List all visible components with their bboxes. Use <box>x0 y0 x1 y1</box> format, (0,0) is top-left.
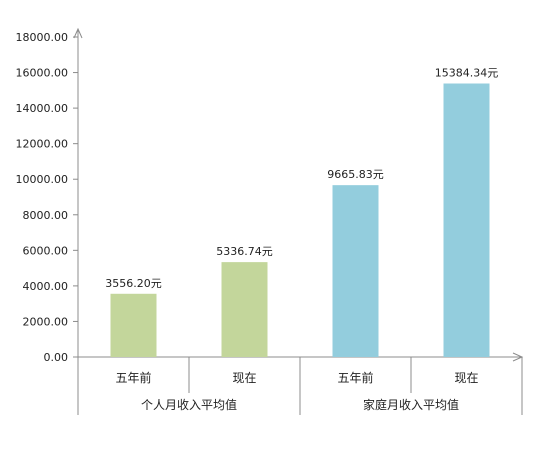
y-axis-arrow <box>73 27 83 39</box>
data-label: 15384.34元 <box>435 67 499 80</box>
y-tick-label: 10000.00 <box>16 173 69 186</box>
group-label: 家庭月收入平均值 <box>363 397 459 412</box>
category-label: 现在 <box>454 371 478 385</box>
bars <box>110 83 490 358</box>
y-tick-label: 12000.00 <box>16 138 69 151</box>
data-label: 9665.83元 <box>327 168 384 181</box>
y-tick-label: 2000.00 <box>23 315 69 328</box>
category-label: 现在 <box>232 371 256 385</box>
data-label: 3556.20元 <box>105 277 162 290</box>
y-tick-label: 14000.00 <box>16 102 69 115</box>
y-axis-ticks: 0.00 2000.00 4000.00 6000.00 8000.00 10000.00… <box>16 31 78 364</box>
bar <box>443 83 490 358</box>
y-tick-label: 8000.00 <box>23 209 69 222</box>
y-tick-label: 0.00 <box>44 351 69 364</box>
y-tick-label: 18000.00 <box>16 31 69 44</box>
y-tick-label: 16000.00 <box>16 67 69 80</box>
category-label: 五年前 <box>115 370 151 385</box>
category-label: 五年前 <box>337 370 373 385</box>
y-tick-label: 6000.00 <box>23 244 69 257</box>
group-label: 个人月收入平均值 <box>141 397 237 412</box>
data-labels: 3556.20元 5336.74元 9665.83元 15384.34元 <box>105 67 498 290</box>
bar <box>110 293 157 357</box>
bar <box>221 262 268 357</box>
bar <box>332 185 379 357</box>
y-tick-label: 4000.00 <box>23 280 69 293</box>
data-label: 5336.74元 <box>216 245 273 258</box>
